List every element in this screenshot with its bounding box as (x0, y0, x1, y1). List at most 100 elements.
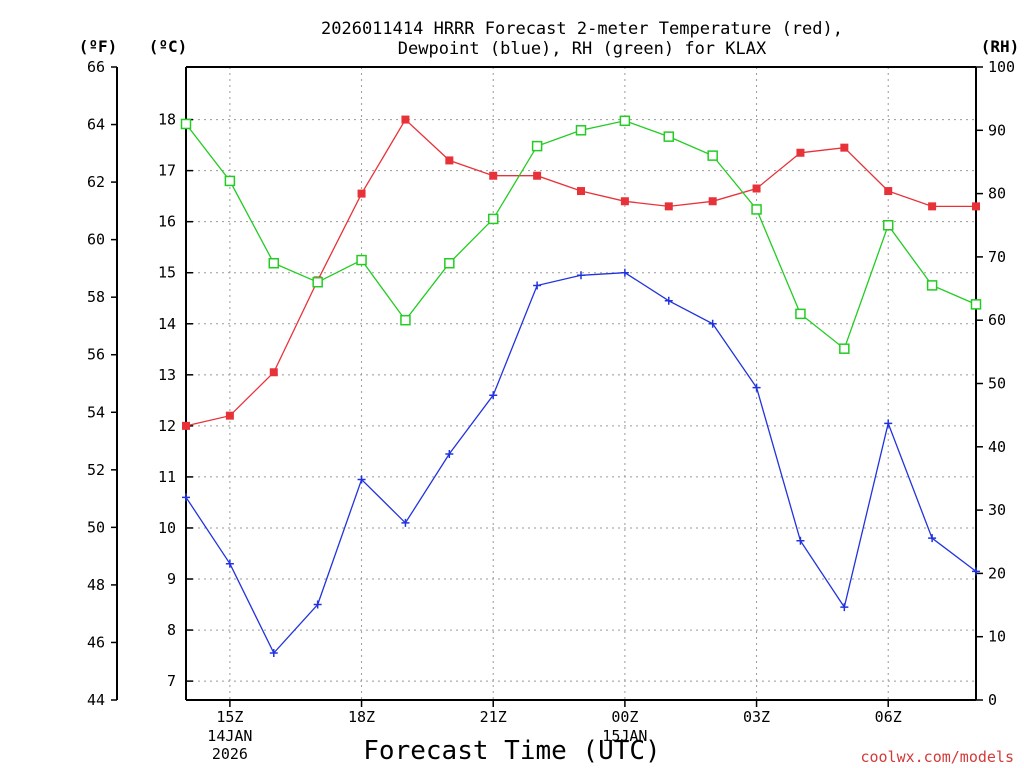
temperature-point (533, 171, 542, 180)
dewpoint-point (840, 603, 849, 612)
temperature-point (401, 115, 410, 124)
rh-point (970, 299, 982, 310)
rh-point (575, 125, 587, 136)
rh-point (268, 257, 280, 269)
dewpoint-point (972, 567, 980, 576)
rh-tick-label: 20 (988, 564, 1006, 582)
dewpoint-point (577, 271, 585, 280)
temperature-point (708, 197, 717, 206)
rh-point (444, 257, 455, 269)
rh-point (180, 118, 192, 130)
x-tick-label: 03Z (743, 708, 770, 726)
dewpoint-line (185, 272, 977, 655)
fahrenheit-tick-label: 50 (87, 518, 105, 536)
unit-label-fahrenheit: (ºF) (79, 37, 118, 56)
rh-tick-label: 30 (988, 501, 1006, 519)
x-tick-label: 15Z (216, 708, 243, 726)
celsius-tick-label: 16 (158, 213, 176, 231)
fahrenheit-tick-label: 48 (87, 576, 105, 594)
x-tick-label: 18Z (348, 708, 375, 726)
temperature-point (752, 184, 761, 193)
fahrenheit-tick-label: 44 (87, 691, 105, 709)
unit-label-celsius: (ºC) (149, 37, 188, 56)
temperature-point (577, 187, 585, 196)
gridlines (186, 67, 976, 700)
rh-point (839, 343, 850, 354)
dewpoint-point (445, 449, 454, 458)
x-tick-sublabel: 15JAN (602, 727, 647, 745)
dewpoint-point (182, 493, 190, 502)
unit-label-rh: (RH) (981, 37, 1020, 56)
fahrenheit-tick-label: 58 (87, 288, 105, 306)
temperature-point (620, 197, 629, 206)
dewpoint-point (313, 600, 322, 609)
fahrenheit-tick-label: 64 (87, 116, 105, 134)
rh-tick-label: 70 (988, 248, 1006, 266)
celsius-tick-label: 7 (167, 672, 176, 690)
dewpoint-point (533, 281, 542, 290)
celsius-tick-label: 14 (158, 315, 176, 333)
fahrenheit-tick-label: 56 (87, 346, 105, 364)
celsius-tick-label: 12 (158, 417, 176, 435)
rh-point (751, 204, 762, 215)
rh-point (312, 276, 323, 288)
x-axis-label: Forecast Time (UTC) (363, 736, 660, 766)
rh-tick-label: 90 (988, 121, 1006, 139)
celsius-tick-label: 13 (158, 366, 176, 384)
temperature-point (269, 368, 278, 377)
credit-text: coolwx.com/models (860, 748, 1014, 766)
temperature-point (445, 156, 454, 165)
dewpoint-point (225, 559, 234, 568)
rh-point (356, 254, 367, 266)
temperature-point (489, 171, 498, 180)
rh-tick-label: 60 (988, 311, 1006, 329)
x-tick-label: 06Z (875, 708, 902, 726)
x-tick-sublabel: 14JAN (207, 727, 252, 745)
series (180, 115, 982, 658)
chart-title-line-2: Dewpoint (blue), RH (green) for KLAX (398, 39, 767, 59)
dewpoint-point (620, 268, 629, 277)
celsius-tick-label: 8 (167, 621, 176, 639)
rh-point (224, 175, 236, 187)
rh-tick-label: 80 (988, 185, 1006, 203)
fahrenheit-tick-label: 54 (87, 403, 105, 421)
fahrenheit-tick-label: 52 (87, 461, 105, 479)
x-tick-label: 21Z (480, 708, 507, 726)
rh-point (619, 115, 631, 127)
dewpoint-point (269, 649, 278, 658)
axes: 44 46 48 50 52 54 56 58 60 62 64 66 7 8 9 10 11 12 13 14 15 1… (87, 58, 1015, 763)
temperature-point (664, 202, 673, 211)
celsius-tick-label: 10 (158, 519, 176, 537)
rh-point (707, 150, 718, 161)
rh-point (926, 280, 938, 291)
rh-line (185, 120, 977, 350)
rh-tick-label: 0 (988, 691, 997, 709)
temperature-point (884, 187, 893, 196)
dewpoint-point (928, 534, 937, 543)
x-tick-sublabel: 2026 (212, 745, 248, 763)
rh-tick-label: 10 (988, 628, 1006, 646)
dewpoint-point (752, 383, 761, 392)
dewpoint-point (884, 419, 893, 428)
rh-tick-label: 100 (988, 58, 1015, 76)
celsius-tick-label: 11 (158, 468, 176, 486)
dewpoint-point (401, 518, 410, 527)
rh-point (487, 213, 499, 225)
fahrenheit-tick-label: 66 (87, 58, 105, 76)
temperature-point (225, 411, 234, 420)
rh-point (400, 314, 411, 326)
celsius-tick-label: 9 (167, 570, 176, 588)
fahrenheit-tick-label: 60 (87, 231, 105, 249)
temperature-point (928, 202, 937, 211)
temperature-point (972, 202, 980, 211)
dewpoint-point (664, 296, 673, 305)
rh-point (663, 131, 675, 142)
temperature-point (357, 189, 366, 198)
temperature-point (796, 148, 805, 157)
dewpoint-point (489, 391, 498, 400)
fahrenheit-tick-label: 46 (87, 633, 105, 651)
rh-point (882, 220, 894, 231)
celsius-tick-label: 17 (158, 162, 176, 180)
dewpoint-point (796, 536, 805, 545)
